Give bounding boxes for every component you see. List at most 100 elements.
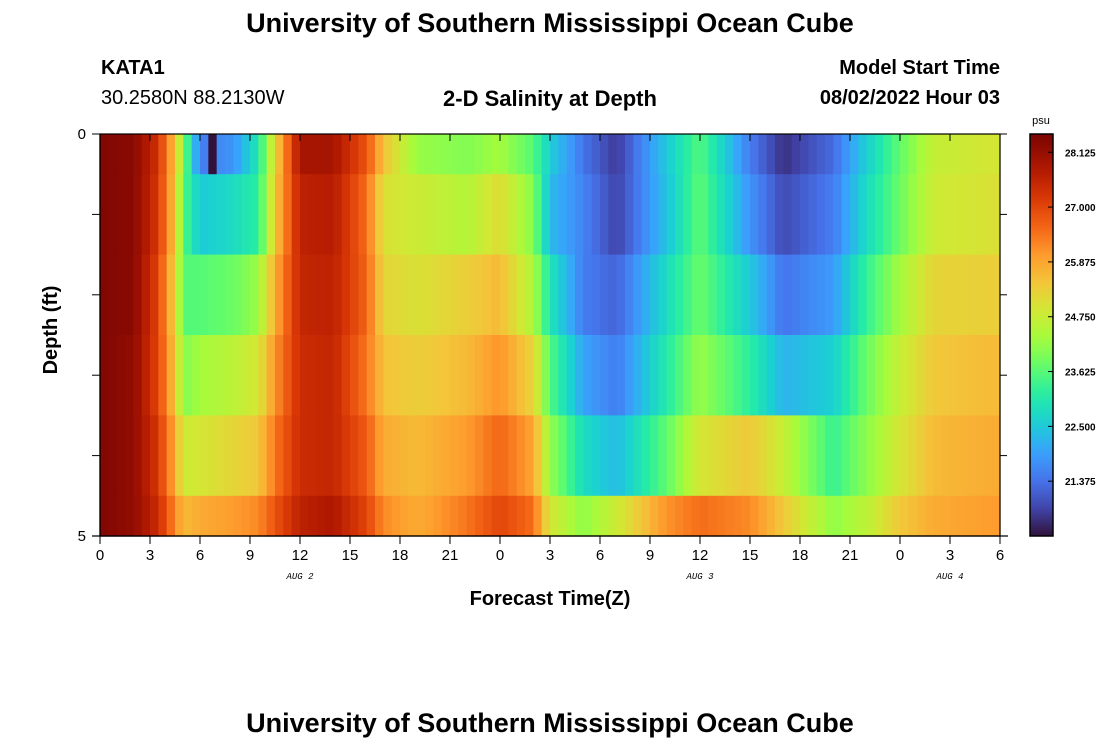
heatmap-cell [866, 335, 876, 416]
heatmap-cell [600, 134, 609, 175]
heatmap-cell [258, 134, 268, 175]
heatmap-cell [891, 415, 901, 497]
heatmap-cell [358, 415, 368, 497]
heatmap-cell [816, 335, 826, 416]
heatmap-cell [691, 495, 701, 537]
heatmap-cell [400, 254, 409, 336]
heatmap-cell [900, 174, 909, 256]
heatmap-cell [600, 495, 609, 537]
heatmap-cell [433, 174, 443, 256]
heatmap-cell [616, 174, 626, 256]
heatmap-cell [791, 495, 801, 537]
heatmap-cell [208, 495, 218, 537]
heatmap-cell [791, 254, 801, 336]
heatmap-cell [383, 495, 393, 537]
heatmap-cell [183, 495, 193, 537]
date-label: AUG 2 [285, 572, 314, 582]
x-tick-label: 21 [442, 547, 459, 564]
heatmap-cell [683, 134, 693, 175]
heatmap-cell [625, 415, 634, 497]
heatmap-cell [641, 134, 651, 175]
heatmap-cell [483, 415, 493, 497]
heatmap-cell [616, 415, 626, 497]
heatmap-cell [316, 134, 326, 175]
heatmap-cell [358, 174, 368, 256]
heatmap-cell [816, 174, 826, 256]
heatmap-cell [875, 495, 884, 537]
heatmap-cell [883, 495, 893, 537]
heatmap-cell [250, 335, 259, 416]
heatmap-cell [941, 495, 951, 537]
heatmap-cell [208, 134, 217, 175]
heatmap-cell [750, 174, 759, 256]
heatmap-cell [933, 335, 943, 416]
heatmap-cell [733, 174, 743, 256]
heatmap-cell [366, 415, 376, 497]
heatmap-cell [916, 174, 926, 256]
heatmap-cell [275, 254, 284, 336]
colorbar-tick-label: 24.750 [1065, 313, 1096, 324]
x-tick-label: 9 [646, 547, 654, 564]
heatmap-cell [616, 134, 626, 175]
heatmap-cell [675, 495, 684, 537]
heatmap-cell [566, 335, 576, 416]
heatmap-cell [566, 174, 576, 256]
heatmap-cell [841, 495, 851, 537]
station-coords: 30.2580N 88.2130W [101, 87, 285, 109]
heatmap-cell [925, 335, 934, 416]
colorbar-tick-label: 25.875 [1065, 258, 1096, 269]
heatmap-cell [275, 335, 284, 416]
heatmap-cell [933, 254, 943, 336]
heatmap-cell [208, 174, 218, 256]
heatmap-cell [525, 134, 534, 175]
heatmap-cell [516, 174, 526, 256]
heatmap-cell [641, 254, 651, 336]
heatmap-cell [583, 254, 593, 336]
heatmap-cell [141, 254, 151, 336]
heatmap-cell [200, 134, 209, 175]
heatmap-cell [775, 254, 784, 336]
heatmap-cell [891, 254, 901, 336]
heatmap-cell [708, 174, 718, 256]
heatmap-cell [916, 254, 926, 336]
heatmap-cell [208, 335, 218, 416]
heatmap-cell [491, 134, 501, 175]
heatmap-cell [866, 495, 876, 537]
heatmap-cells [100, 134, 1001, 537]
heatmap-cell [466, 415, 476, 497]
heatmap-cell [275, 495, 284, 537]
heatmap-cell [375, 174, 384, 256]
heatmap-cell [650, 495, 659, 537]
heatmap-cell [700, 415, 709, 497]
heatmap-cell [408, 495, 418, 537]
model-start-label: Model Start Time [839, 57, 1000, 79]
heatmap-cell [666, 335, 676, 416]
heatmap-cell [658, 335, 668, 416]
heatmap-cell [316, 335, 326, 416]
heatmap-cell [191, 335, 201, 416]
heatmap-cell [508, 495, 518, 537]
heatmap-cell [583, 335, 593, 416]
heatmap-cell [825, 174, 834, 256]
heatmap-cell [341, 335, 351, 416]
heatmap-cell [283, 174, 293, 256]
heatmap-cell [141, 495, 151, 537]
heatmap-cell [733, 335, 743, 416]
heatmap-cell [883, 134, 893, 175]
heatmap-cell [233, 174, 243, 256]
heatmap-cell [108, 134, 118, 175]
heatmap-cell [741, 174, 751, 256]
heatmap-cell [700, 495, 709, 537]
heatmap-cell [966, 495, 976, 537]
heatmap-cell [883, 254, 893, 336]
heatmap-cell [808, 254, 818, 336]
heatmap-cell [966, 174, 976, 256]
heatmap-cell [441, 495, 451, 537]
heatmap-cell [275, 174, 284, 256]
heatmap-cell [291, 415, 301, 497]
heatmap-cell [541, 254, 551, 336]
heatmap-cell [808, 415, 818, 497]
heatmap-cell [925, 134, 934, 175]
heatmap-cell [850, 335, 859, 416]
heatmap-cell [116, 174, 126, 256]
